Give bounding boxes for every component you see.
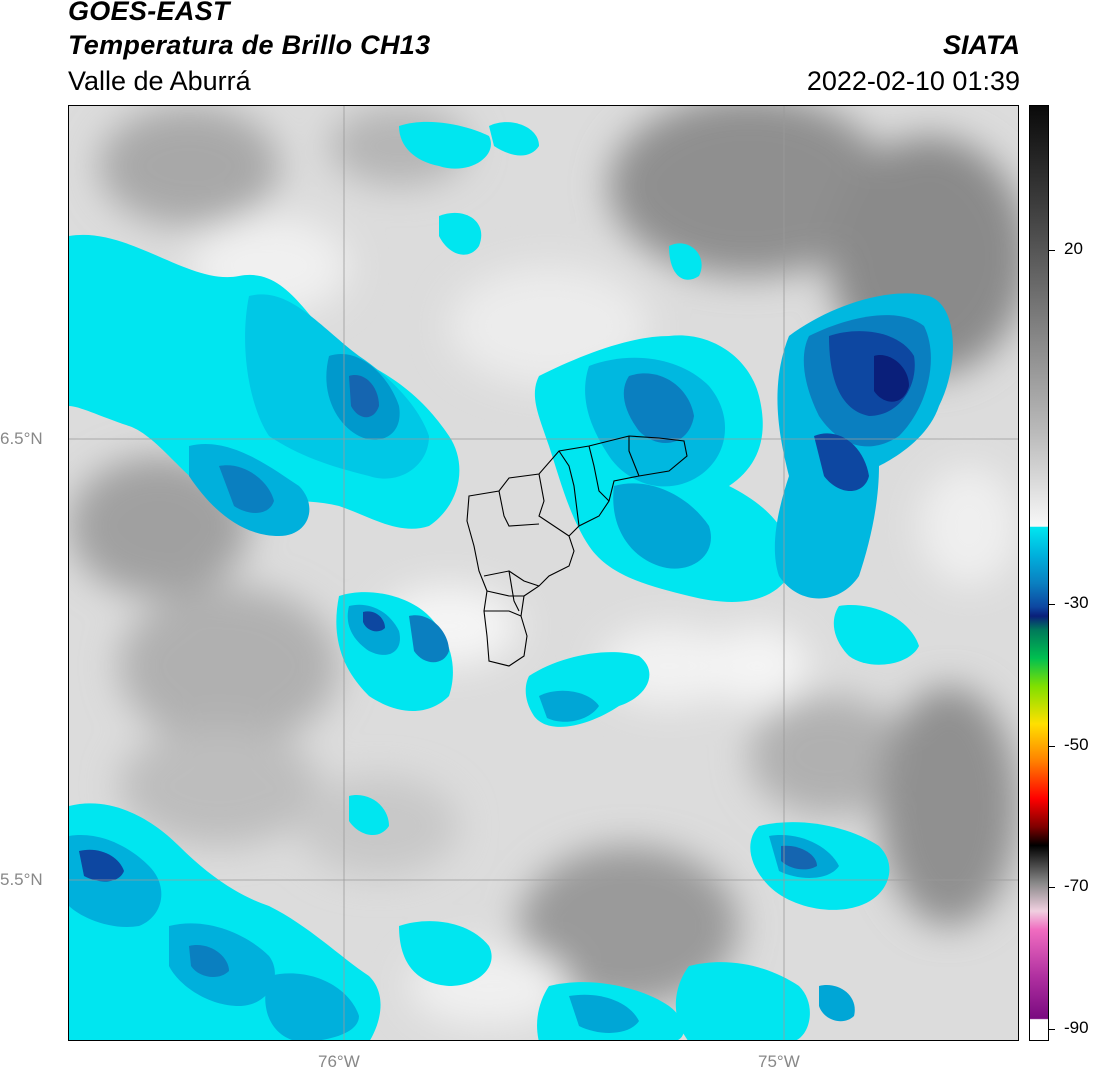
colorbar-gradient — [1030, 106, 1048, 1040]
colorbar-label-20: 20 — [1064, 239, 1083, 258]
colorbar-label-minus30: -30 — [1064, 593, 1089, 612]
colorbar-tick-minus90 — [1049, 1029, 1055, 1030]
colorbar-tick-minus50 — [1049, 746, 1055, 747]
graticule — [69, 106, 1018, 1040]
colorbar-label-minus70: -70 — [1064, 876, 1089, 895]
product-title: Temperatura de Brillo CH13 — [68, 30, 431, 60]
lat-label-5-5: 5.5°N — [0, 870, 43, 889]
lon-label-75w: 75°W — [758, 1052, 800, 1071]
region-subtitle: Valle de Aburrá — [68, 66, 251, 96]
map-canvas — [69, 106, 1018, 1040]
cold-cloud-tops — [69, 121, 953, 1040]
lon-label-76w: 76°W — [318, 1052, 360, 1071]
colorbar-label-minus90: -90 — [1064, 1018, 1089, 1037]
brightness-temperature-map — [68, 105, 1019, 1041]
municipality-boundaries — [466, 435, 688, 667]
colorbar-tick-minus30 — [1049, 604, 1055, 605]
colorbar-tick-minus70 — [1049, 887, 1055, 888]
colorbar-tick-20 — [1049, 250, 1055, 251]
colorbar-label-minus50: -50 — [1064, 735, 1089, 754]
satellite-title: GOES-EAST — [68, 0, 230, 26]
datetime-label: 2022-02-10 01:39 — [806, 66, 1020, 96]
lat-label-6-5: 6.5°N — [0, 429, 43, 448]
colorbar — [1029, 105, 1049, 1041]
institution-label: SIATA — [943, 30, 1020, 60]
